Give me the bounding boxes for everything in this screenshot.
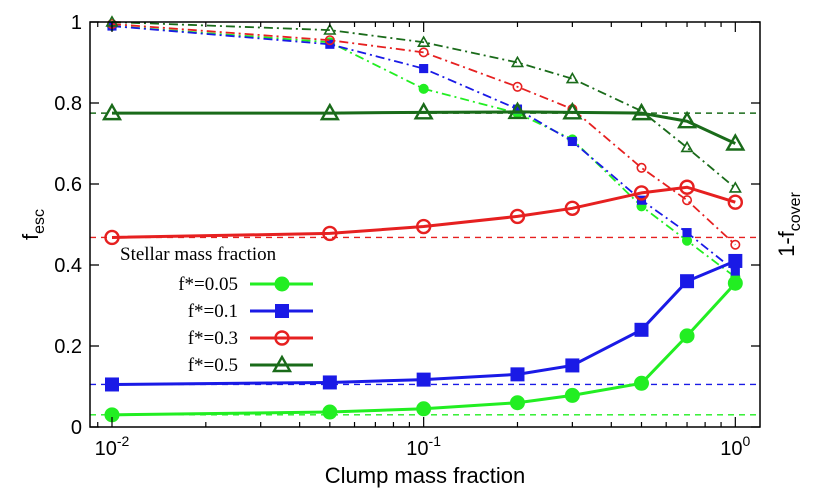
x-tick-label: 10-2	[95, 433, 130, 460]
cover-point	[419, 64, 429, 74]
fesc-point	[631, 102, 652, 121]
cover-point	[682, 195, 693, 206]
axis-layer: 0 0.2 0.4 0.6 0.8 1 10-2 10-1 100 fesc 1-fcover	[18, 12, 804, 460]
legend-label: f*=0.3	[188, 328, 238, 349]
fesc-point	[727, 194, 744, 210]
cover-point	[417, 35, 431, 47]
cover-point	[512, 81, 523, 92]
fesc-point	[634, 375, 650, 391]
series-group	[104, 21, 743, 392]
fesc-point	[322, 375, 337, 390]
fesc-point	[725, 133, 746, 151]
x-axis-label: Clump mass fraction	[325, 463, 526, 488]
fesc-point	[509, 395, 525, 411]
cover-point	[512, 104, 523, 114]
fesc-line	[111, 282, 737, 417]
legend-marker	[275, 304, 289, 318]
series-group	[104, 18, 744, 250]
fesc-point	[322, 225, 338, 242]
fesc-point	[679, 179, 695, 195]
cover-point	[323, 23, 337, 35]
cover-point	[680, 140, 694, 153]
cover-point	[418, 83, 429, 94]
cover-point	[730, 239, 741, 250]
fesc-point	[415, 218, 432, 235]
fesc-point	[679, 328, 695, 344]
x-tick-label: 100	[720, 433, 750, 460]
cover-point	[730, 266, 740, 276]
fesc-point	[510, 367, 525, 382]
fesc-point	[676, 110, 698, 129]
fesc-point	[509, 208, 526, 225]
legend-label: f*=0.5	[188, 355, 238, 376]
cover-line	[111, 21, 736, 189]
fesc-line	[111, 259, 736, 386]
y-tick-label: 0.8	[54, 93, 82, 115]
cover-point	[324, 35, 335, 46]
fesc-point	[416, 401, 432, 417]
cover-point	[682, 228, 692, 238]
fesc-point	[728, 253, 743, 268]
y-tick-label: 0.6	[54, 174, 82, 196]
cover-point	[418, 47, 429, 58]
fesc-point	[565, 358, 580, 373]
cover-point	[510, 55, 525, 68]
legend-title: Stellar mass fraction	[120, 244, 277, 265]
y-tick-label: 1	[71, 12, 82, 34]
fesc-point	[562, 101, 583, 120]
legend: Stellar mass fraction f*=0.05 f*=0.1 f*=0.3…	[120, 244, 313, 376]
series-layer	[101, 15, 746, 423]
plot-frame	[89, 21, 761, 428]
y-axis-label: fesc	[18, 209, 48, 240]
cover-point	[567, 136, 577, 147]
legend-marker	[274, 276, 290, 292]
fesc-point	[634, 322, 649, 337]
cover-point	[681, 235, 693, 246]
fesc-point	[633, 185, 650, 201]
cover-point	[565, 71, 579, 84]
legend-marker	[271, 354, 293, 373]
y-tick-label: 0	[71, 417, 82, 439]
cover-line	[111, 25, 736, 278]
fesc-point	[413, 101, 434, 120]
fesc-point	[104, 377, 119, 392]
legend-label: f*=0.1	[188, 301, 238, 322]
y-axis-label-right: 1-fcover	[774, 191, 804, 256]
fesc-point	[319, 102, 340, 121]
y-tick-label: 0.4	[54, 255, 82, 277]
fesc-point	[564, 200, 581, 217]
cover-point	[728, 181, 742, 193]
fesc-point	[104, 229, 120, 246]
fesc-point	[507, 101, 528, 120]
fesc-point	[680, 274, 695, 289]
fesc-line	[111, 110, 736, 145]
fesc-point	[322, 404, 338, 420]
cover-line	[111, 25, 736, 272]
fesc-line	[111, 185, 736, 239]
fesc-point	[564, 387, 580, 403]
legend-marker	[274, 330, 290, 346]
fesc-point	[727, 275, 743, 291]
cover-line	[111, 23, 736, 246]
fesc-point	[101, 102, 123, 121]
fesc-point	[416, 372, 431, 387]
y-tick-label: 0.2	[54, 336, 82, 358]
x-tick-label: 10-1	[406, 433, 441, 460]
series-group	[101, 15, 746, 193]
legend-label: f*=0.05	[178, 274, 238, 295]
cover-point	[636, 162, 647, 173]
